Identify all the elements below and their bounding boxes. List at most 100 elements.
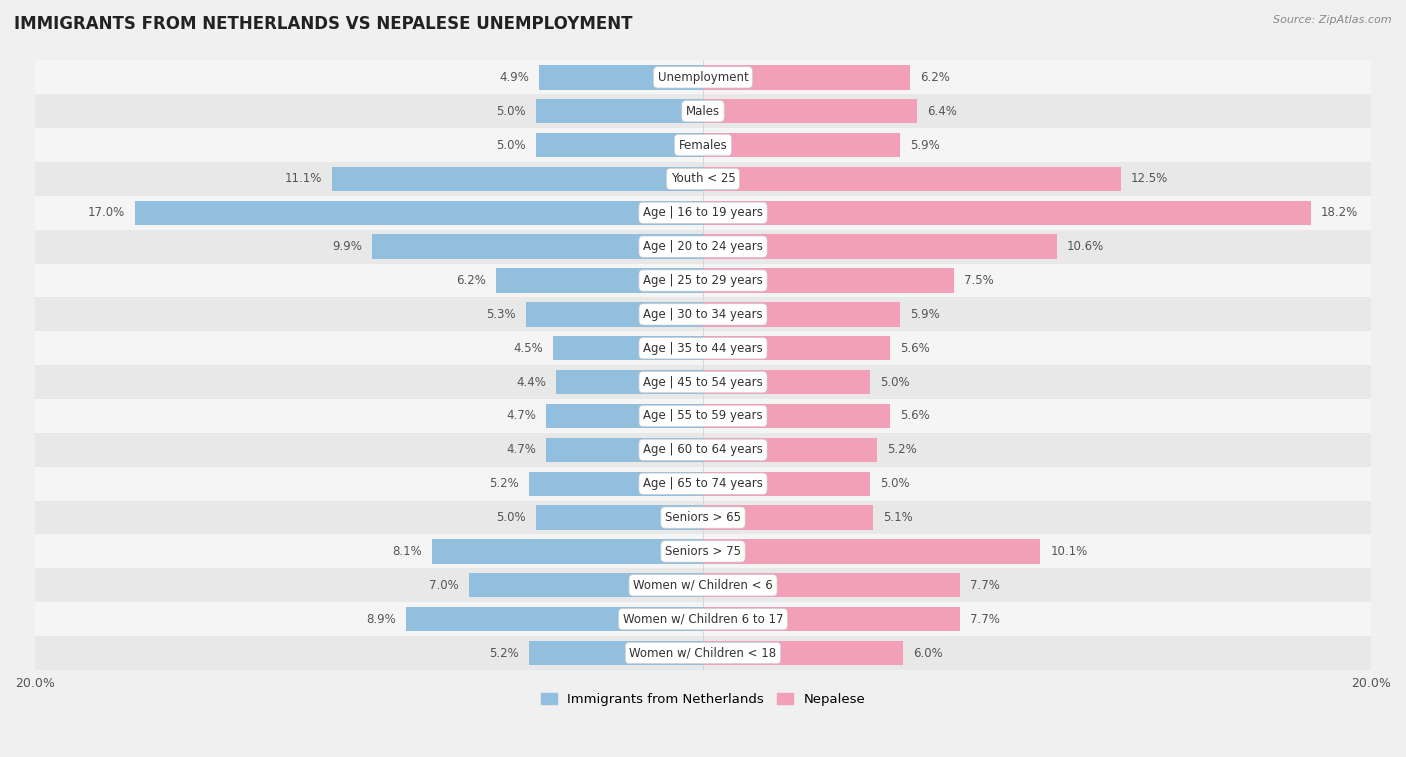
Text: 12.5%: 12.5% — [1130, 173, 1168, 185]
Text: Age | 60 to 64 years: Age | 60 to 64 years — [643, 444, 763, 456]
Text: 6.2%: 6.2% — [920, 71, 950, 84]
Bar — [470, 573, 703, 597]
Text: 9.9%: 9.9% — [332, 240, 363, 253]
Text: Males: Males — [686, 104, 720, 118]
Bar — [703, 607, 960, 631]
Text: 5.6%: 5.6% — [900, 341, 929, 355]
Bar — [703, 268, 953, 293]
Text: Women w/ Children < 6: Women w/ Children < 6 — [633, 579, 773, 592]
Bar — [35, 196, 1371, 229]
Text: 5.2%: 5.2% — [489, 477, 519, 491]
Text: 5.9%: 5.9% — [910, 139, 939, 151]
Text: 7.7%: 7.7% — [970, 612, 1000, 625]
Text: IMMIGRANTS FROM NETHERLANDS VS NEPALESE UNEMPLOYMENT: IMMIGRANTS FROM NETHERLANDS VS NEPALESE … — [14, 15, 633, 33]
Text: 5.2%: 5.2% — [887, 444, 917, 456]
Text: Women w/ Children < 18: Women w/ Children < 18 — [630, 646, 776, 659]
Bar — [35, 569, 1371, 603]
Text: 4.5%: 4.5% — [513, 341, 543, 355]
Bar — [703, 403, 890, 428]
Bar — [703, 65, 910, 89]
Bar — [703, 438, 877, 462]
Text: 4.9%: 4.9% — [499, 71, 529, 84]
Bar — [35, 298, 1371, 332]
Text: Seniors > 65: Seniors > 65 — [665, 511, 741, 524]
Text: 6.4%: 6.4% — [927, 104, 956, 118]
Bar — [703, 370, 870, 394]
Text: Age | 55 to 59 years: Age | 55 to 59 years — [643, 410, 763, 422]
Text: 11.1%: 11.1% — [285, 173, 322, 185]
Text: Age | 25 to 29 years: Age | 25 to 29 years — [643, 274, 763, 287]
Bar — [536, 99, 703, 123]
Bar — [406, 607, 703, 631]
Text: Age | 65 to 74 years: Age | 65 to 74 years — [643, 477, 763, 491]
Bar — [35, 332, 1371, 365]
Bar — [703, 336, 890, 360]
Bar — [35, 162, 1371, 196]
Text: 5.0%: 5.0% — [496, 511, 526, 524]
Text: 6.2%: 6.2% — [456, 274, 486, 287]
Bar — [546, 438, 703, 462]
Bar — [35, 534, 1371, 569]
Text: Age | 45 to 54 years: Age | 45 to 54 years — [643, 375, 763, 388]
Text: 5.0%: 5.0% — [496, 104, 526, 118]
Text: 6.0%: 6.0% — [914, 646, 943, 659]
Bar — [433, 539, 703, 564]
Text: 5.0%: 5.0% — [496, 139, 526, 151]
Bar — [703, 573, 960, 597]
Text: Females: Females — [679, 139, 727, 151]
Bar — [540, 65, 703, 89]
Bar — [703, 539, 1040, 564]
Text: 4.7%: 4.7% — [506, 444, 536, 456]
Text: 4.7%: 4.7% — [506, 410, 536, 422]
Bar — [35, 263, 1371, 298]
Bar — [35, 365, 1371, 399]
Text: 5.3%: 5.3% — [486, 308, 516, 321]
Text: 7.0%: 7.0% — [429, 579, 460, 592]
Text: 10.6%: 10.6% — [1067, 240, 1104, 253]
Legend: Immigrants from Netherlands, Nepalese: Immigrants from Netherlands, Nepalese — [541, 693, 865, 706]
Text: Seniors > 75: Seniors > 75 — [665, 545, 741, 558]
Bar — [35, 500, 1371, 534]
Text: 7.5%: 7.5% — [963, 274, 993, 287]
Bar — [35, 229, 1371, 263]
Bar — [526, 302, 703, 326]
Text: Age | 20 to 24 years: Age | 20 to 24 years — [643, 240, 763, 253]
Bar — [135, 201, 703, 225]
Bar — [546, 403, 703, 428]
Bar — [35, 399, 1371, 433]
Bar — [703, 99, 917, 123]
Text: Youth < 25: Youth < 25 — [671, 173, 735, 185]
Bar — [703, 472, 870, 496]
Bar — [703, 201, 1310, 225]
Text: Age | 35 to 44 years: Age | 35 to 44 years — [643, 341, 763, 355]
Text: 10.1%: 10.1% — [1050, 545, 1088, 558]
Bar — [703, 506, 873, 530]
Text: Age | 16 to 19 years: Age | 16 to 19 years — [643, 207, 763, 220]
Text: 5.9%: 5.9% — [910, 308, 939, 321]
Bar — [529, 641, 703, 665]
Bar — [35, 467, 1371, 500]
Bar — [332, 167, 703, 191]
Bar — [496, 268, 703, 293]
Bar — [555, 370, 703, 394]
Text: 5.0%: 5.0% — [880, 477, 910, 491]
Bar — [536, 133, 703, 157]
Text: 5.6%: 5.6% — [900, 410, 929, 422]
Bar — [703, 133, 900, 157]
Bar — [703, 235, 1057, 259]
Text: 5.0%: 5.0% — [880, 375, 910, 388]
Text: Age | 30 to 34 years: Age | 30 to 34 years — [643, 308, 763, 321]
Text: Source: ZipAtlas.com: Source: ZipAtlas.com — [1274, 15, 1392, 25]
Text: 18.2%: 18.2% — [1322, 207, 1358, 220]
Bar — [703, 302, 900, 326]
Bar — [35, 433, 1371, 467]
Text: Women w/ Children 6 to 17: Women w/ Children 6 to 17 — [623, 612, 783, 625]
Text: 5.1%: 5.1% — [883, 511, 912, 524]
Bar — [529, 472, 703, 496]
Bar — [536, 506, 703, 530]
Bar — [35, 636, 1371, 670]
Bar — [35, 95, 1371, 128]
Bar — [35, 61, 1371, 95]
Text: 7.7%: 7.7% — [970, 579, 1000, 592]
Bar — [703, 167, 1121, 191]
